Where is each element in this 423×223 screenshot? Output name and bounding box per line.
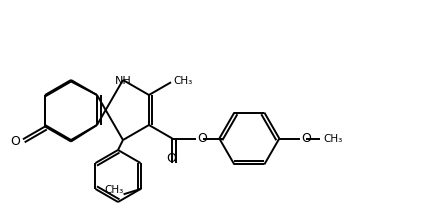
Text: O: O [198, 132, 207, 145]
Text: CH₃: CH₃ [104, 185, 124, 195]
Text: CH₃: CH₃ [173, 76, 192, 86]
Text: CH₃: CH₃ [323, 134, 343, 143]
Text: O: O [301, 132, 311, 145]
Text: O: O [10, 135, 20, 148]
Text: NH: NH [115, 76, 132, 86]
Text: O: O [166, 153, 176, 165]
